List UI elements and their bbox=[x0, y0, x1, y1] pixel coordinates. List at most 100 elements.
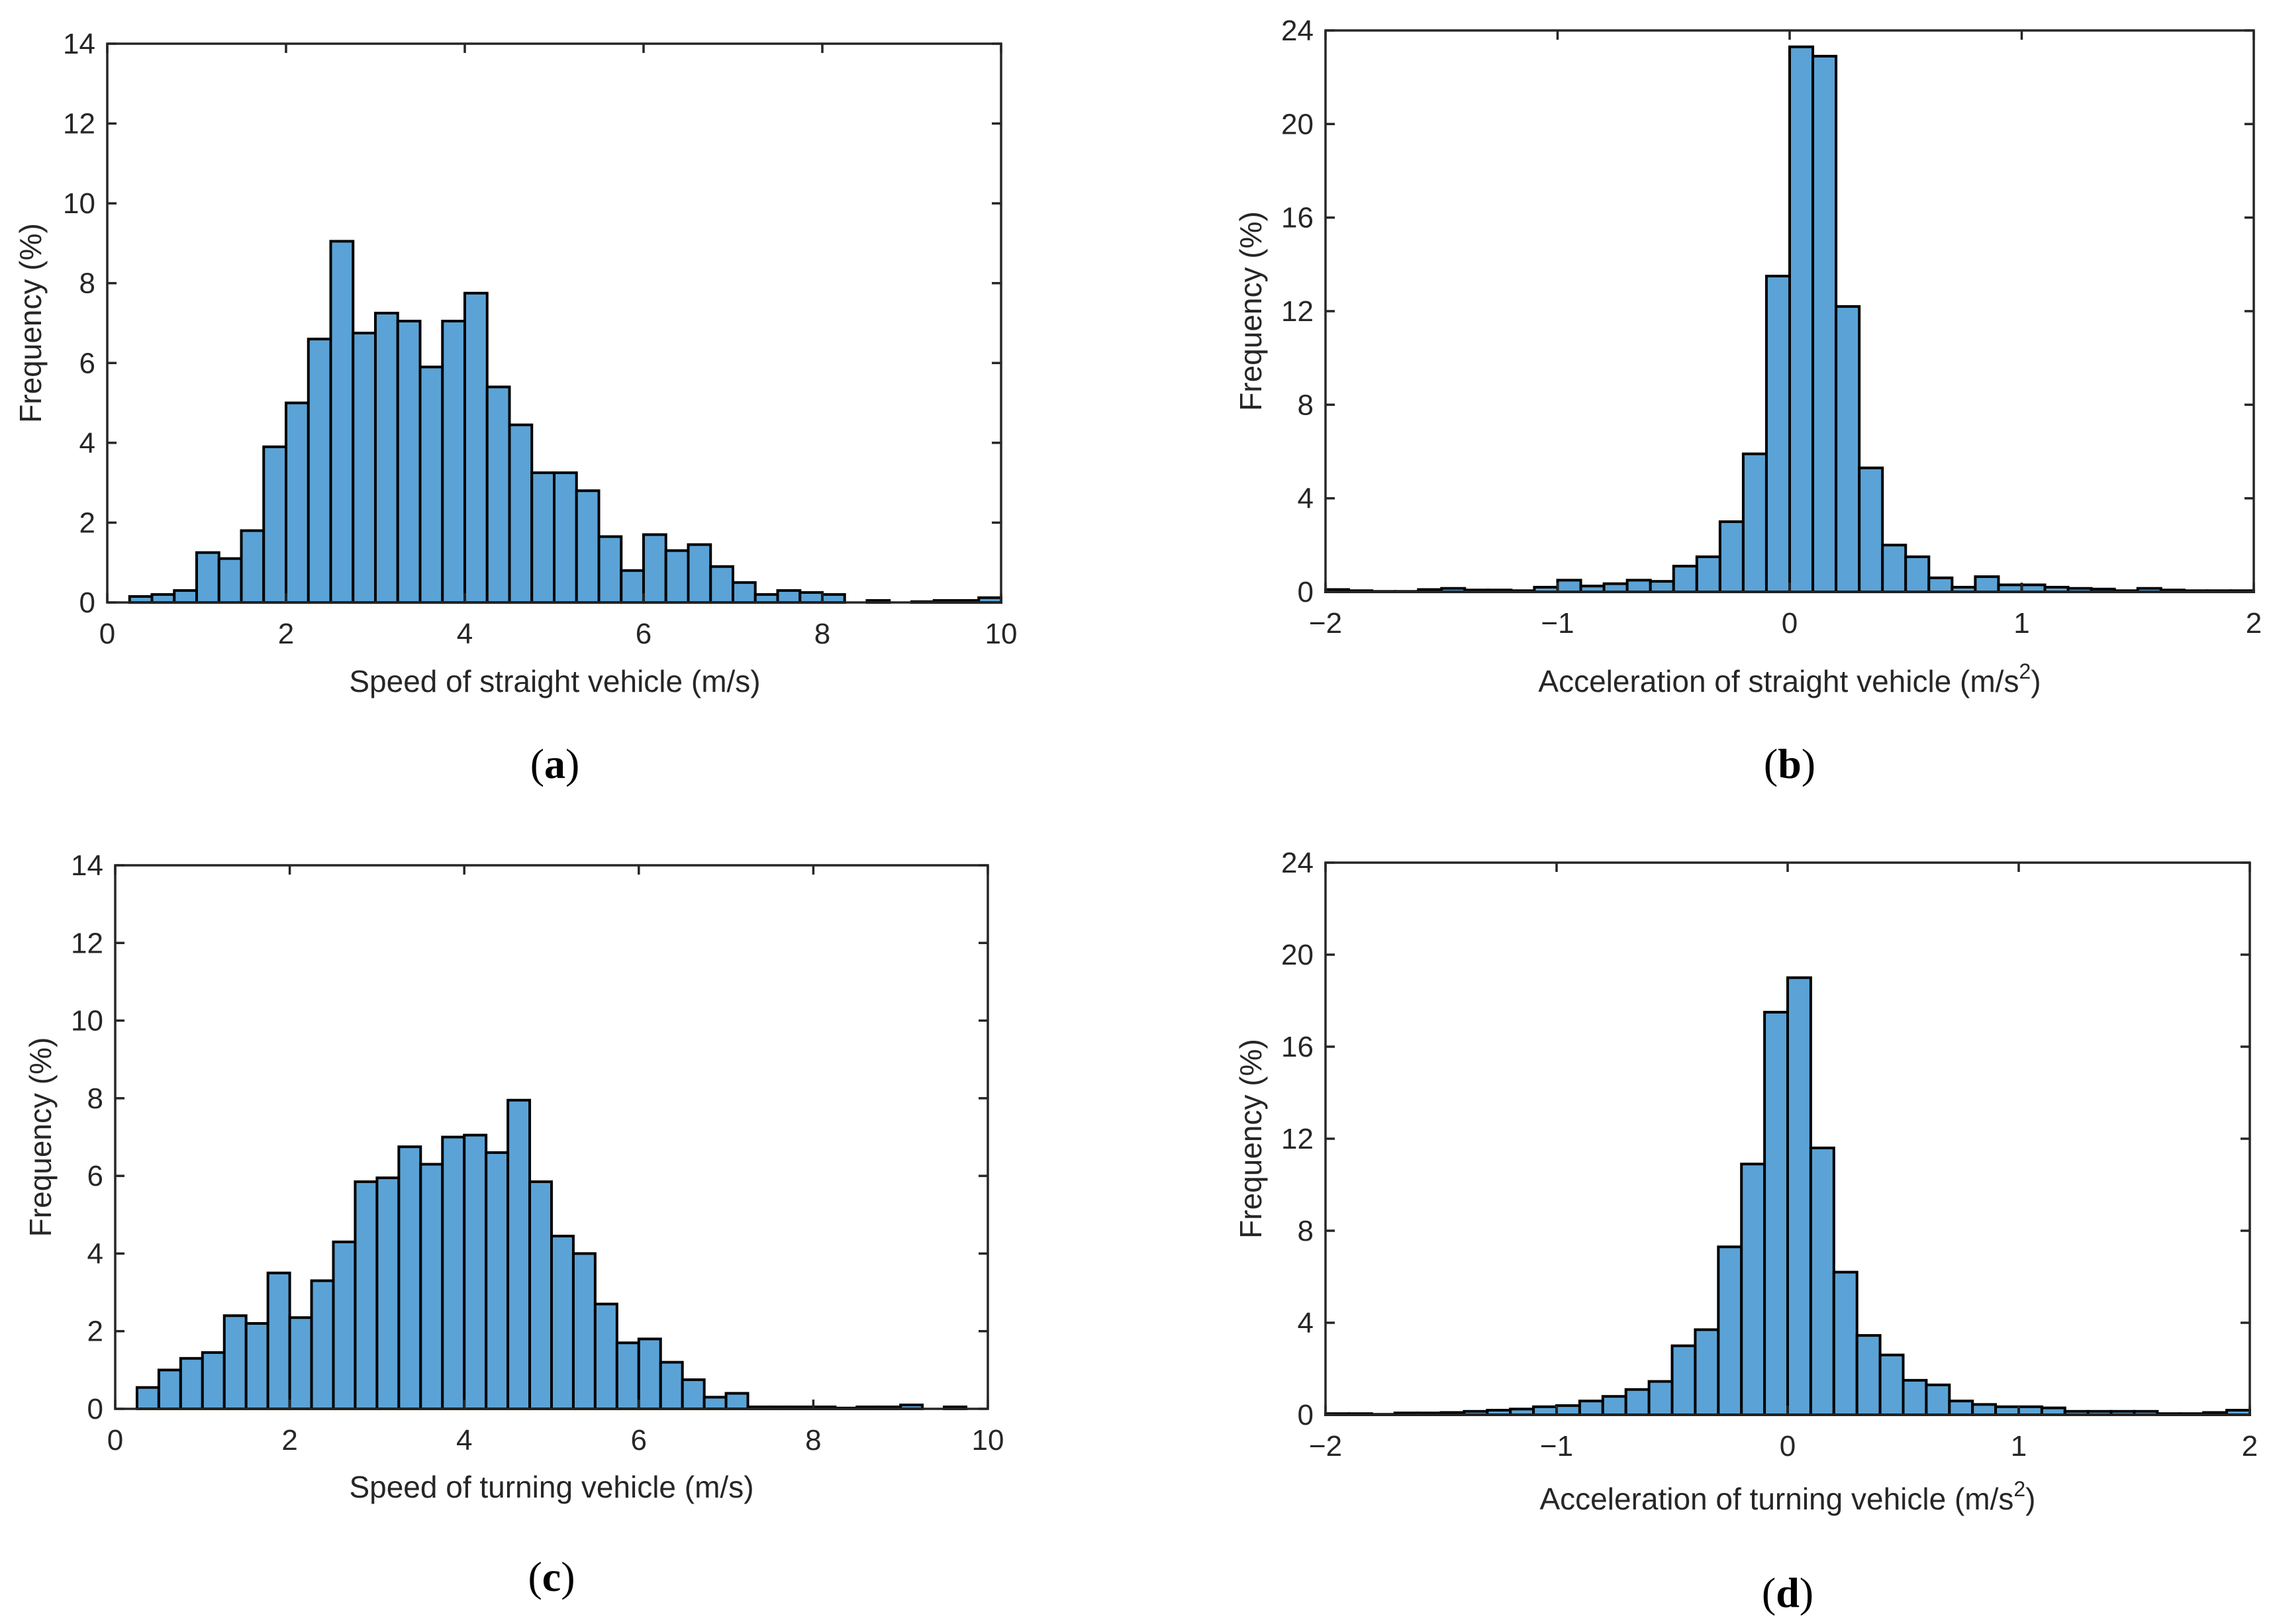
histogram-bar bbox=[374, 311, 399, 604]
y-tick-label: 6 bbox=[79, 347, 95, 379]
histogram-bar bbox=[375, 1176, 401, 1410]
histogram-bar bbox=[244, 1321, 269, 1410]
histogram-bar bbox=[1974, 575, 2000, 593]
histogram-bar bbox=[262, 445, 287, 604]
x-tick-label: −2 bbox=[1309, 607, 1342, 640]
histogram-bar bbox=[1786, 976, 1812, 1416]
chart-panel-a: 0 2 4 6 8 10 0 2 4 6 8 10 12 14 Speed of straight vehi… bbox=[13, 28, 1017, 787]
histogram-bar bbox=[1764, 275, 1791, 593]
y-tick-label: 12 bbox=[63, 108, 95, 140]
y-tick-label: 2 bbox=[87, 1315, 103, 1348]
x-tick-label: 8 bbox=[814, 618, 830, 650]
histogram-bar bbox=[179, 1357, 204, 1411]
histogram-bar bbox=[1602, 582, 1629, 594]
histogram-bar bbox=[593, 1302, 618, 1411]
x-tick-label: 2 bbox=[2242, 1430, 2258, 1462]
histogram-bar bbox=[550, 1235, 575, 1411]
y-tick-label: 10 bbox=[63, 187, 95, 220]
histogram-bar bbox=[508, 423, 534, 604]
chart-panel-c: 0 2 4 6 8 10 0 2 4 6 8 10 12 14 Speed of turning vehic… bbox=[23, 849, 1004, 1600]
histogram-bar bbox=[1647, 1380, 1674, 1417]
histogram-bar bbox=[1948, 1400, 1974, 1416]
histogram-bar bbox=[642, 533, 667, 604]
x-axis-label: Acceleration of straight vehicle (m/s2) bbox=[1538, 659, 2041, 698]
histogram-bar bbox=[575, 489, 601, 604]
y-tick-label: 4 bbox=[1298, 1307, 1314, 1339]
x-tick-label: 1 bbox=[2013, 607, 2029, 640]
histogram-bar bbox=[1855, 1334, 1882, 1417]
histogram-bar bbox=[1927, 576, 1954, 593]
panel-caption: (a) bbox=[530, 740, 580, 787]
y-tick-label: 24 bbox=[1281, 15, 1314, 47]
y-tick-label: 0 bbox=[1298, 1399, 1314, 1431]
histogram-bar bbox=[1625, 579, 1652, 593]
histogram-bar bbox=[418, 365, 444, 604]
x-axis-label: Acceleration of turning vehicle (m/s2) bbox=[1540, 1477, 2036, 1516]
panel-caption: (c) bbox=[528, 1553, 575, 1600]
histogram-bar bbox=[1649, 580, 1675, 593]
y-tick-label: 14 bbox=[71, 849, 103, 882]
y-axis-label: Frequency (%) bbox=[1233, 211, 1268, 411]
histogram-bar bbox=[150, 593, 176, 604]
y-tick-label: 4 bbox=[1298, 483, 1314, 515]
histogram-bar bbox=[157, 1368, 182, 1411]
histogram-bar bbox=[266, 1271, 291, 1410]
histogram-bar bbox=[659, 1361, 684, 1411]
histogram-bar bbox=[1741, 452, 1768, 593]
y-tick-label: 8 bbox=[87, 1082, 103, 1115]
histogram-bar bbox=[173, 589, 198, 604]
histogram-bar bbox=[1858, 466, 1884, 593]
x-tick-label: 2 bbox=[278, 618, 294, 650]
histogram-bar bbox=[463, 1133, 488, 1410]
panel-caption: (b) bbox=[1764, 740, 1815, 787]
x-tick-label: 1 bbox=[2011, 1430, 2027, 1462]
histogram-bar bbox=[687, 543, 712, 604]
histogram-bar bbox=[1832, 1270, 1859, 1417]
histogram-bar bbox=[528, 1180, 553, 1411]
y-tick-label: 8 bbox=[79, 267, 95, 300]
histogram-bar bbox=[1835, 305, 1861, 593]
y-tick-label: 4 bbox=[79, 427, 95, 459]
histogram-bar bbox=[709, 565, 734, 604]
y-tick-label: 8 bbox=[1298, 389, 1314, 421]
histogram-bar bbox=[310, 1279, 335, 1410]
histogram-bar bbox=[1788, 45, 1815, 593]
y-axis-label: Frequency (%) bbox=[13, 223, 48, 423]
histogram-bar bbox=[615, 1341, 640, 1410]
histogram-bar bbox=[1881, 544, 1907, 593]
x-tick-label: 4 bbox=[457, 618, 473, 650]
y-tick-label: 4 bbox=[87, 1237, 103, 1270]
histogram-bar bbox=[1811, 54, 1838, 594]
histogram-bar bbox=[1809, 1146, 1835, 1417]
histogram-bar bbox=[597, 535, 623, 604]
x-tick-label: 0 bbox=[1782, 607, 1798, 640]
y-tick-label: 0 bbox=[79, 587, 95, 619]
y-tick-label: 0 bbox=[87, 1393, 103, 1425]
x-tick-label: 0 bbox=[107, 1424, 123, 1457]
histogram-bar bbox=[1971, 1403, 1998, 1417]
histogram-bar bbox=[702, 1396, 728, 1411]
histogram-bar bbox=[1994, 1405, 2021, 1416]
histogram-bar bbox=[732, 581, 757, 604]
x-tick-label: 10 bbox=[985, 618, 1018, 650]
x-tick-label: 0 bbox=[99, 618, 115, 650]
x-tick-label: 6 bbox=[636, 618, 652, 650]
y-tick-label: 12 bbox=[1281, 295, 1314, 328]
y-axis-label: Frequency (%) bbox=[1233, 1039, 1268, 1239]
histogram-bar bbox=[1578, 1400, 1604, 1416]
x-axis-label: Speed of straight vehicle (m/s) bbox=[349, 664, 760, 698]
histogram-bar bbox=[441, 319, 466, 604]
histogram-bar bbox=[664, 549, 690, 604]
x-tick-label: 4 bbox=[456, 1424, 472, 1457]
histogram-bar bbox=[1904, 555, 1931, 593]
y-tick-label: 12 bbox=[71, 927, 103, 959]
histogram-bar bbox=[352, 332, 377, 604]
histogram-bar bbox=[1556, 579, 1582, 593]
y-tick-label: 10 bbox=[71, 1005, 103, 1037]
histogram-bar bbox=[1624, 1388, 1651, 1416]
histogram-bar bbox=[1902, 1378, 1928, 1416]
histogram-bar bbox=[530, 471, 555, 604]
histogram-bar bbox=[753, 593, 779, 604]
